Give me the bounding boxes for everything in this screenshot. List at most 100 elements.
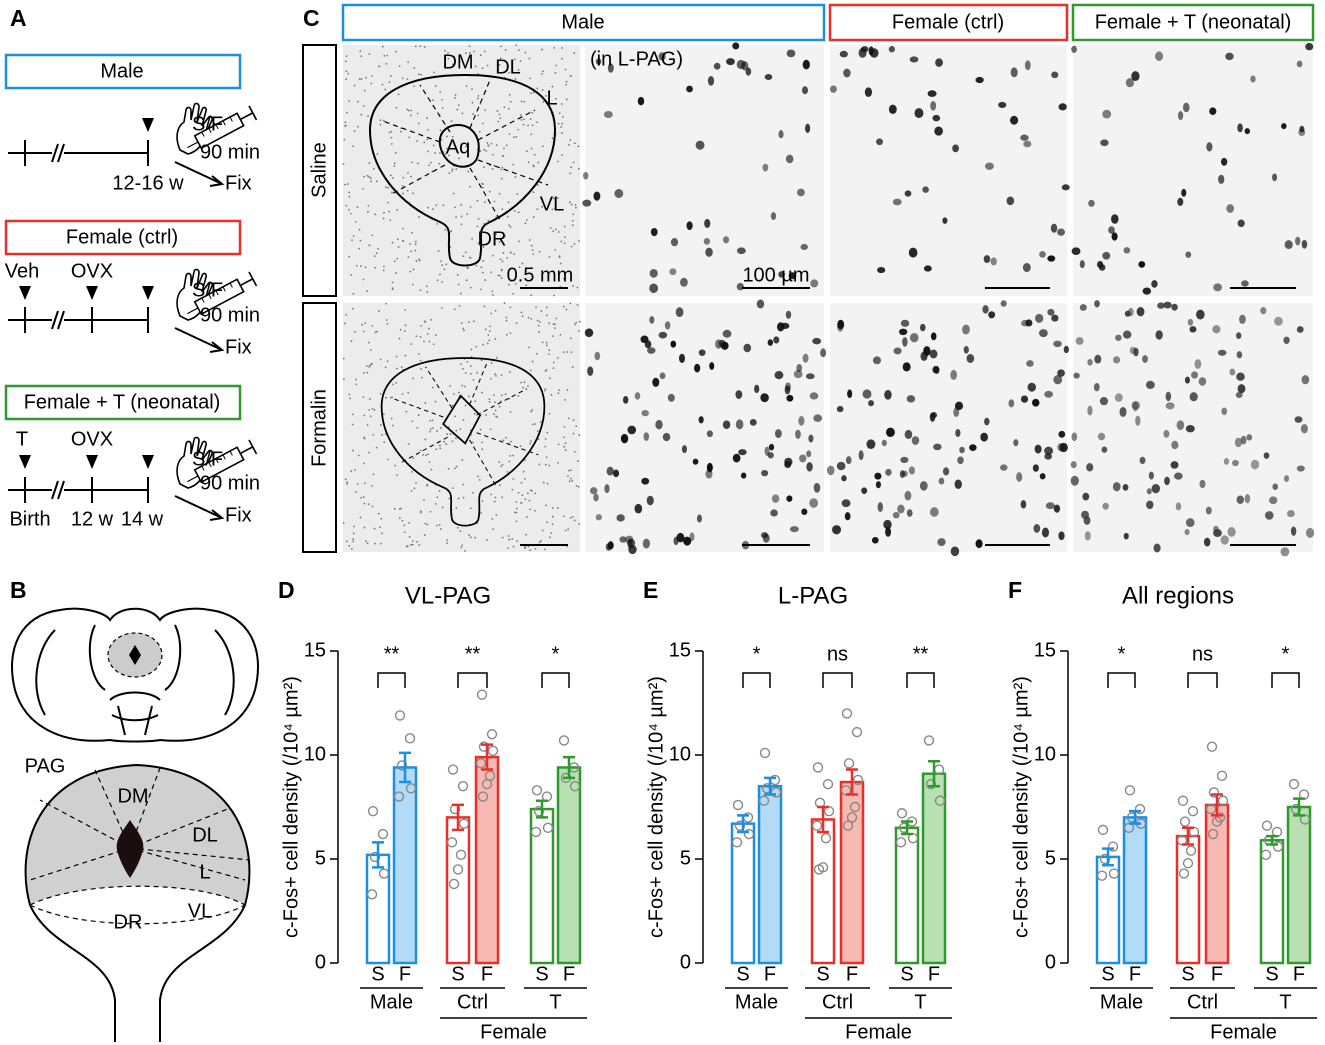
speckle bbox=[548, 255, 551, 258]
speckle bbox=[492, 528, 494, 531]
nucleus bbox=[582, 199, 592, 207]
nucleus bbox=[1112, 482, 1121, 492]
speckle bbox=[446, 147, 449, 150]
nucleus bbox=[627, 538, 636, 548]
speckle bbox=[350, 340, 353, 343]
speckle bbox=[355, 491, 358, 493]
nucleus bbox=[745, 67, 752, 76]
speckle bbox=[493, 413, 495, 416]
error-bar bbox=[846, 768, 858, 796]
speckle bbox=[552, 323, 555, 326]
speckle bbox=[460, 322, 463, 325]
speckle bbox=[371, 234, 374, 237]
nucleus bbox=[774, 371, 784, 380]
stimulus-label: S/F bbox=[192, 448, 223, 470]
speckle bbox=[521, 494, 524, 497]
speckle bbox=[543, 548, 546, 551]
speckle bbox=[352, 540, 354, 543]
speckle bbox=[508, 538, 511, 541]
nucleus bbox=[1294, 416, 1303, 423]
stimulus-label: S/F bbox=[192, 279, 223, 301]
speckle bbox=[375, 180, 378, 183]
speckle bbox=[538, 330, 540, 333]
speckle bbox=[518, 240, 520, 243]
bar bbox=[730, 822, 756, 965]
fix-label: Fix bbox=[225, 504, 252, 526]
nucleus bbox=[862, 389, 872, 399]
nucleus bbox=[812, 337, 822, 345]
data-point bbox=[1107, 841, 1119, 852]
speckle bbox=[569, 75, 572, 77]
speckle bbox=[477, 475, 479, 478]
speckle bbox=[573, 243, 576, 245]
significance-label: * bbox=[1282, 643, 1290, 665]
speckle bbox=[507, 547, 509, 550]
speckle bbox=[397, 246, 400, 248]
row-header bbox=[302, 44, 337, 297]
nucleus bbox=[801, 86, 809, 95]
speckle bbox=[530, 317, 533, 320]
nucleus bbox=[607, 541, 614, 550]
group-box bbox=[4, 219, 242, 256]
nucleus bbox=[1239, 314, 1246, 324]
speckle bbox=[445, 443, 448, 445]
speckle bbox=[460, 292, 462, 295]
nucleus bbox=[1058, 430, 1066, 438]
speckle bbox=[539, 420, 542, 423]
speckle bbox=[360, 265, 362, 268]
speckle bbox=[515, 44, 518, 47]
speckle bbox=[526, 516, 528, 518]
speckle bbox=[393, 260, 396, 263]
speckle bbox=[558, 256, 561, 259]
speckle bbox=[551, 85, 554, 88]
nucleus bbox=[1094, 354, 1102, 364]
x-tick-label: S bbox=[371, 963, 384, 985]
panel-letter: F bbox=[1008, 577, 1022, 603]
nucleus bbox=[1184, 529, 1190, 536]
speckle bbox=[462, 255, 465, 258]
speckle bbox=[480, 359, 483, 362]
speckle bbox=[538, 320, 541, 323]
timeline bbox=[8, 477, 149, 503]
speckle bbox=[552, 361, 555, 364]
nucleus bbox=[784, 460, 792, 468]
nucleus bbox=[1301, 375, 1310, 385]
speckle bbox=[565, 83, 567, 86]
speckle bbox=[562, 351, 565, 354]
speckle bbox=[508, 224, 511, 227]
nucleus bbox=[767, 339, 774, 346]
speckle bbox=[436, 430, 439, 433]
speckle bbox=[493, 500, 496, 503]
speckle bbox=[483, 305, 486, 308]
speckle bbox=[561, 122, 564, 125]
speckle bbox=[508, 397, 511, 400]
speckle bbox=[454, 96, 456, 99]
column-label: Female (ctrl) bbox=[892, 11, 1004, 33]
chart-title: L-PAG bbox=[778, 582, 848, 609]
nucleus bbox=[1170, 461, 1179, 469]
speckle bbox=[529, 508, 532, 511]
y-tick-label: 0 bbox=[680, 951, 691, 973]
panel-letter: E bbox=[643, 577, 658, 603]
speckle bbox=[563, 225, 566, 228]
speckle bbox=[469, 185, 471, 188]
speckle bbox=[390, 191, 393, 194]
speckle bbox=[419, 336, 422, 338]
speckle bbox=[425, 454, 427, 457]
speckle bbox=[360, 77, 363, 80]
speckle bbox=[505, 144, 508, 147]
speckle bbox=[572, 432, 575, 435]
data-point bbox=[478, 741, 490, 752]
region-label: PAG bbox=[25, 755, 66, 777]
speckle bbox=[510, 279, 513, 282]
speckle bbox=[408, 535, 411, 538]
bar bbox=[921, 772, 947, 965]
speckle bbox=[395, 367, 398, 370]
nucleus bbox=[892, 511, 900, 519]
speckle bbox=[371, 505, 374, 508]
speckle bbox=[419, 359, 422, 362]
speckle bbox=[548, 322, 550, 325]
nucleus bbox=[808, 434, 814, 443]
speckle bbox=[570, 477, 572, 480]
nucleus bbox=[904, 429, 913, 440]
